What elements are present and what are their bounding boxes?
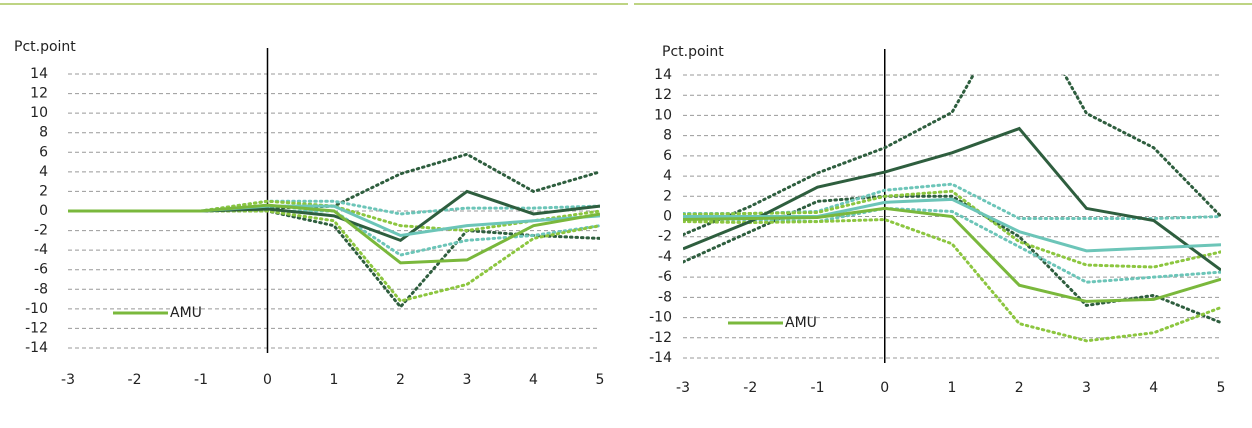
y-tick-label: 2	[663, 188, 672, 204]
y-tick-label: 4	[39, 164, 48, 180]
series-line	[683, 206, 1221, 303]
legend-label: AMU	[170, 305, 202, 321]
y-tick-label: -2	[658, 229, 672, 245]
y-tick-label: 2	[39, 183, 48, 199]
y-tick-label: 0	[663, 209, 672, 225]
y-tick-label: 4	[663, 168, 672, 184]
x-tick-label: -1	[194, 372, 208, 388]
y-tick-label: 14	[654, 67, 672, 83]
y-tick-label: -8	[34, 281, 48, 297]
y-axis-label: Pct.point	[14, 39, 76, 55]
y-tick-label: 6	[39, 144, 48, 160]
x-tick-label: 3	[1082, 380, 1091, 396]
y-tick-label: 14	[30, 66, 48, 82]
x-tick-label: 5	[596, 372, 605, 388]
x-tick-label: 3	[463, 372, 472, 388]
x-tick-label: 2	[396, 372, 405, 388]
plot-area	[68, 152, 600, 310]
x-tick-label: 4	[529, 372, 538, 388]
x-tick-label: 2	[1015, 380, 1024, 396]
x-tick-label: 1	[330, 372, 339, 388]
series-line	[683, 206, 1221, 284]
y-tick-label: 12	[30, 86, 48, 102]
legend-label: AMU	[785, 315, 817, 331]
series-line	[683, 197, 1221, 253]
y-tick-label: 6	[663, 148, 672, 164]
series-line	[683, 189, 1221, 269]
series-line	[68, 203, 600, 265]
x-tick-label: 5	[1217, 380, 1226, 396]
x-tick-label: 1	[948, 380, 957, 396]
y-tick-label: 10	[30, 105, 48, 121]
y-tick-label: -4	[34, 242, 48, 258]
y-tick-label: 10	[654, 107, 672, 123]
y-tick-label: -12	[649, 330, 672, 346]
series-line	[68, 209, 600, 310]
series-line	[683, 75, 1221, 237]
x-tick-label: -2	[128, 372, 142, 388]
y-tick-label: -14	[25, 340, 48, 356]
series-line	[683, 218, 1221, 343]
y-tick-label: -4	[658, 249, 672, 265]
x-tick-label: -3	[676, 380, 690, 396]
y-tick-label: -6	[34, 262, 48, 278]
y-tick-label: -6	[658, 269, 672, 285]
y-tick-label: -10	[649, 310, 672, 326]
x-tick-label: 4	[1149, 380, 1158, 396]
y-tick-label: -10	[25, 301, 48, 317]
y-tick-label: 8	[663, 128, 672, 144]
y-tick-label: 0	[39, 203, 48, 219]
series-line	[683, 126, 1221, 272]
y-tick-label: -12	[25, 320, 48, 336]
x-tick-label: -1	[811, 380, 825, 396]
series-line	[68, 152, 600, 213]
y-tick-label: -8	[658, 289, 672, 305]
x-tick-label: -2	[743, 380, 757, 396]
y-axis-label: Pct.point	[662, 44, 724, 60]
y-tick-label: 12	[654, 87, 672, 103]
x-tick-label: 0	[263, 372, 272, 388]
x-tick-label: -3	[61, 372, 75, 388]
y-tick-label: -14	[649, 350, 672, 366]
plot-area	[683, 75, 1221, 343]
x-tick-label: 0	[880, 380, 889, 396]
series-line	[68, 209, 600, 303]
y-tick-label: -2	[34, 223, 48, 239]
y-tick-label: 8	[39, 125, 48, 141]
